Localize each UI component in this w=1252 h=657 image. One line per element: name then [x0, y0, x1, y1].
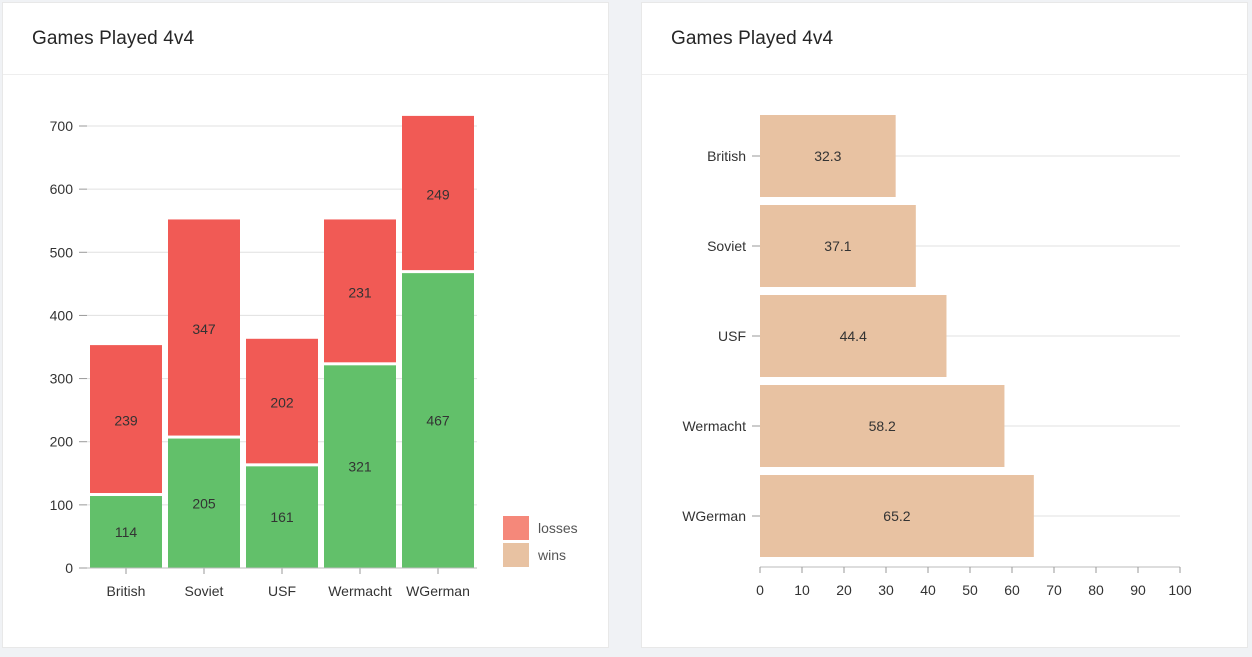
x-tick-label: Soviet: [185, 583, 224, 599]
x-tick-label: 0: [756, 582, 764, 598]
bar-data-label: 32.3: [814, 148, 841, 164]
wins-data-label: 205: [192, 495, 216, 511]
stacked-bar-chart: 0 100 200 300 400 500 600 700 114 239 British 205 34…: [50, 115, 578, 599]
losses-bar: [402, 115, 474, 271]
chart-title: Games Played 4v4: [32, 27, 195, 49]
y-tick-label: 500: [50, 244, 74, 260]
x-tick-label: Wermacht: [328, 583, 392, 599]
losses-data-label: 202: [270, 395, 294, 411]
value-bar: [760, 385, 1005, 467]
y-tick-label: WGerman: [682, 508, 746, 524]
wins-bar: [402, 273, 474, 568]
losses-legend-swatch: [503, 516, 529, 540]
y-tick-label: 100: [50, 497, 74, 513]
y-tick-label: 0: [65, 560, 73, 576]
chart-title: Games Played 4v4: [671, 27, 834, 49]
losses-bar: [168, 219, 240, 436]
x-tick-label: 80: [1088, 582, 1104, 598]
x-tick-label: 50: [962, 582, 978, 598]
bar-data-label: 58.2: [869, 418, 896, 434]
horizontal-bar-chart: British 32.3 Soviet 37.1 USF 44.4 Wermacht 58.2…: [682, 115, 1192, 598]
x-tick-label: 10: [794, 582, 810, 598]
value-bar: [760, 115, 896, 197]
losses-legend-label: losses: [538, 520, 578, 536]
card-header: Games Played 4v4: [3, 3, 608, 75]
y-tick-label: 600: [50, 181, 74, 197]
x-tick-label: WGerman: [406, 583, 470, 599]
bar-data-label: 65.2: [883, 508, 910, 524]
bar-data-label: 37.1: [824, 238, 851, 254]
wins-bar: [246, 466, 318, 568]
wins-bar: [168, 438, 240, 568]
losses-bar: [324, 219, 396, 363]
x-tick-label: British: [107, 583, 146, 599]
horizontal-chart-card: Games Played 4v4 British 32.3 Soviet 37.1 US…: [641, 2, 1248, 648]
y-tick-label: 200: [50, 434, 74, 450]
x-tick-label: 30: [878, 582, 894, 598]
x-tick-label: USF: [268, 583, 296, 599]
bar-data-label: 44.4: [840, 328, 867, 344]
wins-legend-swatch: [503, 543, 529, 567]
wins-data-label: 321: [348, 459, 372, 475]
wins-data-label: 467: [426, 413, 450, 429]
y-tick-label: Soviet: [707, 238, 746, 254]
losses-bar: [90, 345, 162, 494]
x-tick-label: 40: [920, 582, 936, 598]
losses-data-label: 231: [348, 284, 372, 300]
y-tick-label: USF: [718, 328, 746, 344]
losses-bar: [246, 338, 318, 464]
x-tick-label: 90: [1130, 582, 1146, 598]
value-bar: [760, 205, 916, 287]
wins-bar: [90, 496, 162, 568]
losses-data-label: 347: [192, 321, 216, 337]
y-tick-label: Wermacht: [682, 418, 746, 434]
wins-data-label: 114: [115, 524, 138, 540]
value-bar: [760, 295, 947, 377]
wins-legend-label: wins: [537, 547, 566, 563]
y-tick-label: 400: [50, 307, 74, 323]
x-tick-label: 20: [836, 582, 852, 598]
losses-data-label: 249: [426, 187, 450, 203]
value-bar: [760, 475, 1034, 557]
y-tick-label: 300: [50, 371, 74, 387]
x-tick-label: 60: [1004, 582, 1020, 598]
wins-data-label: 161: [270, 509, 294, 525]
y-tick-label: British: [707, 148, 746, 164]
y-tick-label: 700: [50, 118, 74, 134]
x-tick-label: 100: [1168, 582, 1192, 598]
wins-bar: [324, 365, 396, 568]
x-tick-label: 70: [1046, 582, 1062, 598]
losses-data-label: 239: [114, 413, 138, 429]
card-header: Games Played 4v4: [642, 3, 1247, 75]
stacked-chart-card: Games Played 4v4 0 100 200 300 400 500 600 700 1…: [2, 2, 609, 648]
